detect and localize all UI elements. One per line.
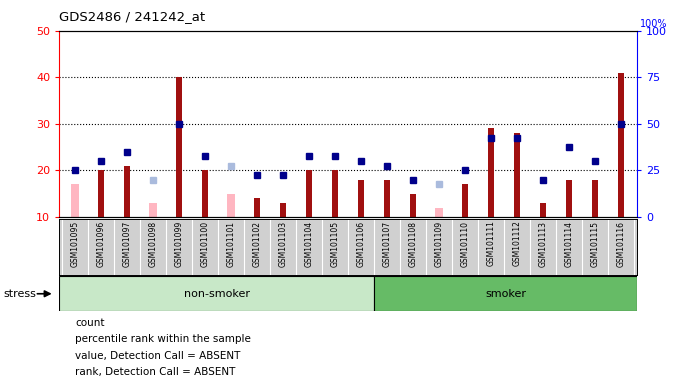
Bar [124, 166, 130, 217]
Bar [253, 199, 260, 217]
Text: GSM101105: GSM101105 [331, 220, 340, 266]
Text: non-smoker: non-smoker [184, 289, 250, 299]
Bar [202, 170, 208, 217]
Text: value, Detection Call = ABSENT: value, Detection Call = ABSENT [75, 351, 241, 361]
Bar [462, 184, 468, 217]
Bar [149, 203, 157, 217]
Text: GSM101116: GSM101116 [617, 220, 626, 266]
Text: GSM101115: GSM101115 [591, 220, 600, 266]
Text: GDS2486 / 241242_at: GDS2486 / 241242_at [59, 10, 205, 23]
Text: GSM101113: GSM101113 [539, 220, 548, 266]
Text: GSM101096: GSM101096 [96, 220, 105, 267]
Bar [306, 170, 313, 217]
Text: GSM101101: GSM101101 [226, 220, 235, 266]
Bar [488, 129, 494, 217]
Text: smoker: smoker [485, 289, 526, 299]
Text: GSM101095: GSM101095 [70, 220, 79, 267]
Text: 100%: 100% [640, 19, 668, 29]
Text: GSM101109: GSM101109 [434, 220, 443, 266]
Text: GSM101100: GSM101100 [200, 220, 209, 266]
Text: GSM101098: GSM101098 [148, 220, 157, 266]
Text: stress: stress [3, 289, 36, 299]
Text: GSM101104: GSM101104 [304, 220, 313, 266]
Bar [435, 208, 443, 217]
Bar [383, 180, 390, 217]
Bar [618, 73, 624, 217]
Text: GSM101097: GSM101097 [122, 220, 132, 267]
Bar [566, 180, 572, 217]
Bar [358, 180, 364, 217]
Text: count: count [75, 318, 104, 328]
Bar [59, 276, 374, 311]
Text: GSM101110: GSM101110 [461, 220, 470, 266]
Bar [540, 203, 546, 217]
Bar [332, 170, 338, 217]
Text: GSM101102: GSM101102 [253, 220, 262, 266]
Bar [175, 77, 182, 217]
Bar [514, 133, 521, 217]
Bar [410, 194, 416, 217]
Bar [97, 170, 104, 217]
Text: percentile rank within the sample: percentile rank within the sample [75, 334, 251, 344]
Text: GSM101103: GSM101103 [278, 220, 287, 266]
Bar [374, 276, 637, 311]
Text: GSM101112: GSM101112 [513, 220, 521, 266]
Bar [280, 203, 286, 217]
Text: GSM101107: GSM101107 [383, 220, 392, 266]
Bar [592, 180, 599, 217]
Text: GSM101114: GSM101114 [564, 220, 574, 266]
Text: GSM101106: GSM101106 [356, 220, 365, 266]
Text: GSM101111: GSM101111 [487, 220, 496, 266]
Text: GSM101099: GSM101099 [175, 220, 183, 267]
Text: rank, Detection Call = ABSENT: rank, Detection Call = ABSENT [75, 367, 235, 377]
Bar [227, 194, 235, 217]
Bar [71, 184, 79, 217]
Text: GSM101108: GSM101108 [409, 220, 418, 266]
